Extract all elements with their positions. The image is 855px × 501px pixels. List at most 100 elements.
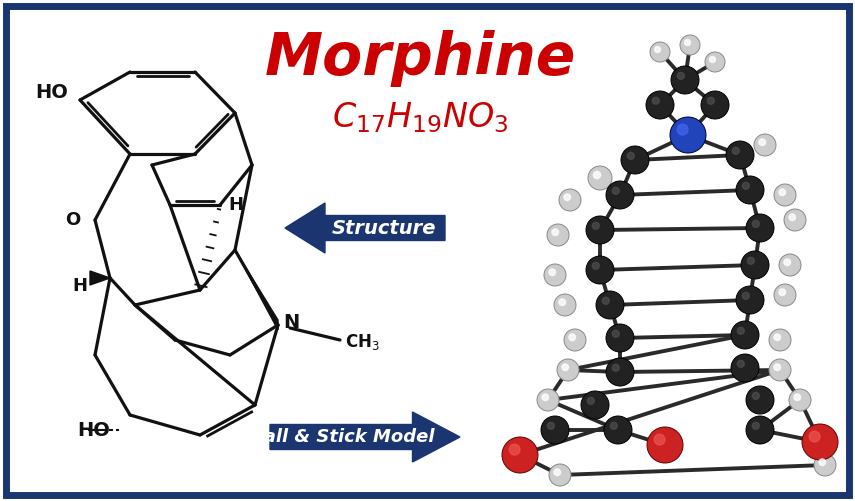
Circle shape: [537, 389, 559, 411]
Circle shape: [732, 147, 740, 154]
Circle shape: [814, 454, 836, 476]
Circle shape: [557, 359, 579, 381]
Text: Structure: Structure: [332, 218, 436, 237]
Circle shape: [746, 386, 774, 414]
Text: HO: HO: [35, 83, 68, 102]
Circle shape: [621, 146, 649, 174]
Circle shape: [610, 422, 617, 429]
Circle shape: [774, 334, 781, 341]
Circle shape: [736, 286, 764, 314]
Circle shape: [742, 182, 749, 189]
Circle shape: [586, 256, 614, 284]
Circle shape: [794, 394, 800, 401]
Circle shape: [769, 329, 791, 351]
Circle shape: [547, 422, 554, 429]
Circle shape: [671, 66, 699, 94]
Circle shape: [559, 189, 581, 211]
Text: H: H: [73, 277, 87, 295]
Circle shape: [736, 176, 764, 204]
Circle shape: [564, 329, 586, 351]
Polygon shape: [270, 412, 460, 462]
Text: H: H: [228, 196, 243, 214]
Circle shape: [746, 214, 774, 242]
Circle shape: [769, 359, 791, 381]
Circle shape: [646, 91, 674, 119]
Circle shape: [779, 189, 786, 195]
Circle shape: [819, 459, 826, 465]
Text: $\mathbf{\mathit{C}}_{17}\mathbf{\mathit{H}}_{19}\mathbf{\mathit{NO}}_{3}$: $\mathbf{\mathit{C}}_{17}\mathbf{\mathit…: [332, 101, 509, 135]
Circle shape: [596, 291, 624, 319]
Polygon shape: [285, 203, 445, 253]
Circle shape: [784, 209, 806, 231]
Circle shape: [789, 389, 811, 411]
Circle shape: [741, 251, 769, 279]
Circle shape: [502, 437, 538, 473]
Circle shape: [602, 297, 610, 304]
Text: N: N: [283, 314, 299, 333]
Circle shape: [677, 72, 684, 79]
Circle shape: [707, 97, 714, 104]
Circle shape: [779, 289, 786, 296]
Circle shape: [774, 364, 781, 371]
Circle shape: [677, 124, 688, 135]
Circle shape: [731, 354, 759, 382]
Polygon shape: [90, 271, 110, 285]
FancyBboxPatch shape: [6, 6, 849, 495]
Circle shape: [731, 321, 759, 349]
Circle shape: [552, 229, 558, 235]
Circle shape: [726, 141, 754, 169]
Circle shape: [784, 259, 791, 266]
Circle shape: [586, 216, 614, 244]
Circle shape: [752, 392, 759, 399]
Circle shape: [544, 264, 566, 286]
Circle shape: [547, 224, 569, 246]
Circle shape: [737, 327, 745, 334]
Polygon shape: [235, 250, 278, 330]
Circle shape: [650, 42, 670, 62]
Circle shape: [587, 397, 594, 404]
Text: O: O: [65, 211, 80, 229]
Circle shape: [747, 258, 754, 265]
Circle shape: [685, 40, 691, 46]
Circle shape: [746, 416, 774, 444]
Circle shape: [802, 424, 838, 460]
Circle shape: [647, 427, 683, 463]
Circle shape: [710, 57, 716, 63]
Circle shape: [789, 214, 795, 220]
Circle shape: [652, 97, 659, 104]
Circle shape: [752, 422, 759, 429]
Circle shape: [759, 139, 765, 146]
Circle shape: [680, 35, 700, 55]
Text: HO: HO: [77, 420, 110, 439]
Circle shape: [562, 364, 569, 371]
Circle shape: [549, 269, 556, 276]
Circle shape: [593, 263, 599, 270]
Circle shape: [559, 299, 565, 306]
Circle shape: [588, 166, 612, 190]
Circle shape: [604, 416, 632, 444]
Circle shape: [742, 292, 749, 299]
Circle shape: [606, 181, 634, 209]
Circle shape: [779, 254, 801, 276]
Text: CH$_3$: CH$_3$: [345, 332, 380, 352]
Circle shape: [774, 184, 796, 206]
Circle shape: [612, 187, 619, 194]
Circle shape: [581, 391, 609, 419]
Circle shape: [654, 47, 661, 53]
Circle shape: [628, 152, 634, 159]
Circle shape: [754, 134, 776, 156]
Circle shape: [737, 360, 745, 367]
Circle shape: [701, 91, 729, 119]
Circle shape: [670, 117, 706, 153]
Circle shape: [752, 220, 759, 227]
Circle shape: [564, 194, 570, 200]
Circle shape: [569, 334, 575, 341]
Circle shape: [542, 394, 549, 401]
Circle shape: [606, 358, 634, 386]
Circle shape: [612, 330, 619, 337]
Text: Ball & Stick Model: Ball & Stick Model: [250, 428, 434, 446]
Circle shape: [554, 294, 576, 316]
Circle shape: [809, 431, 820, 442]
Circle shape: [593, 222, 599, 229]
Circle shape: [549, 464, 571, 486]
